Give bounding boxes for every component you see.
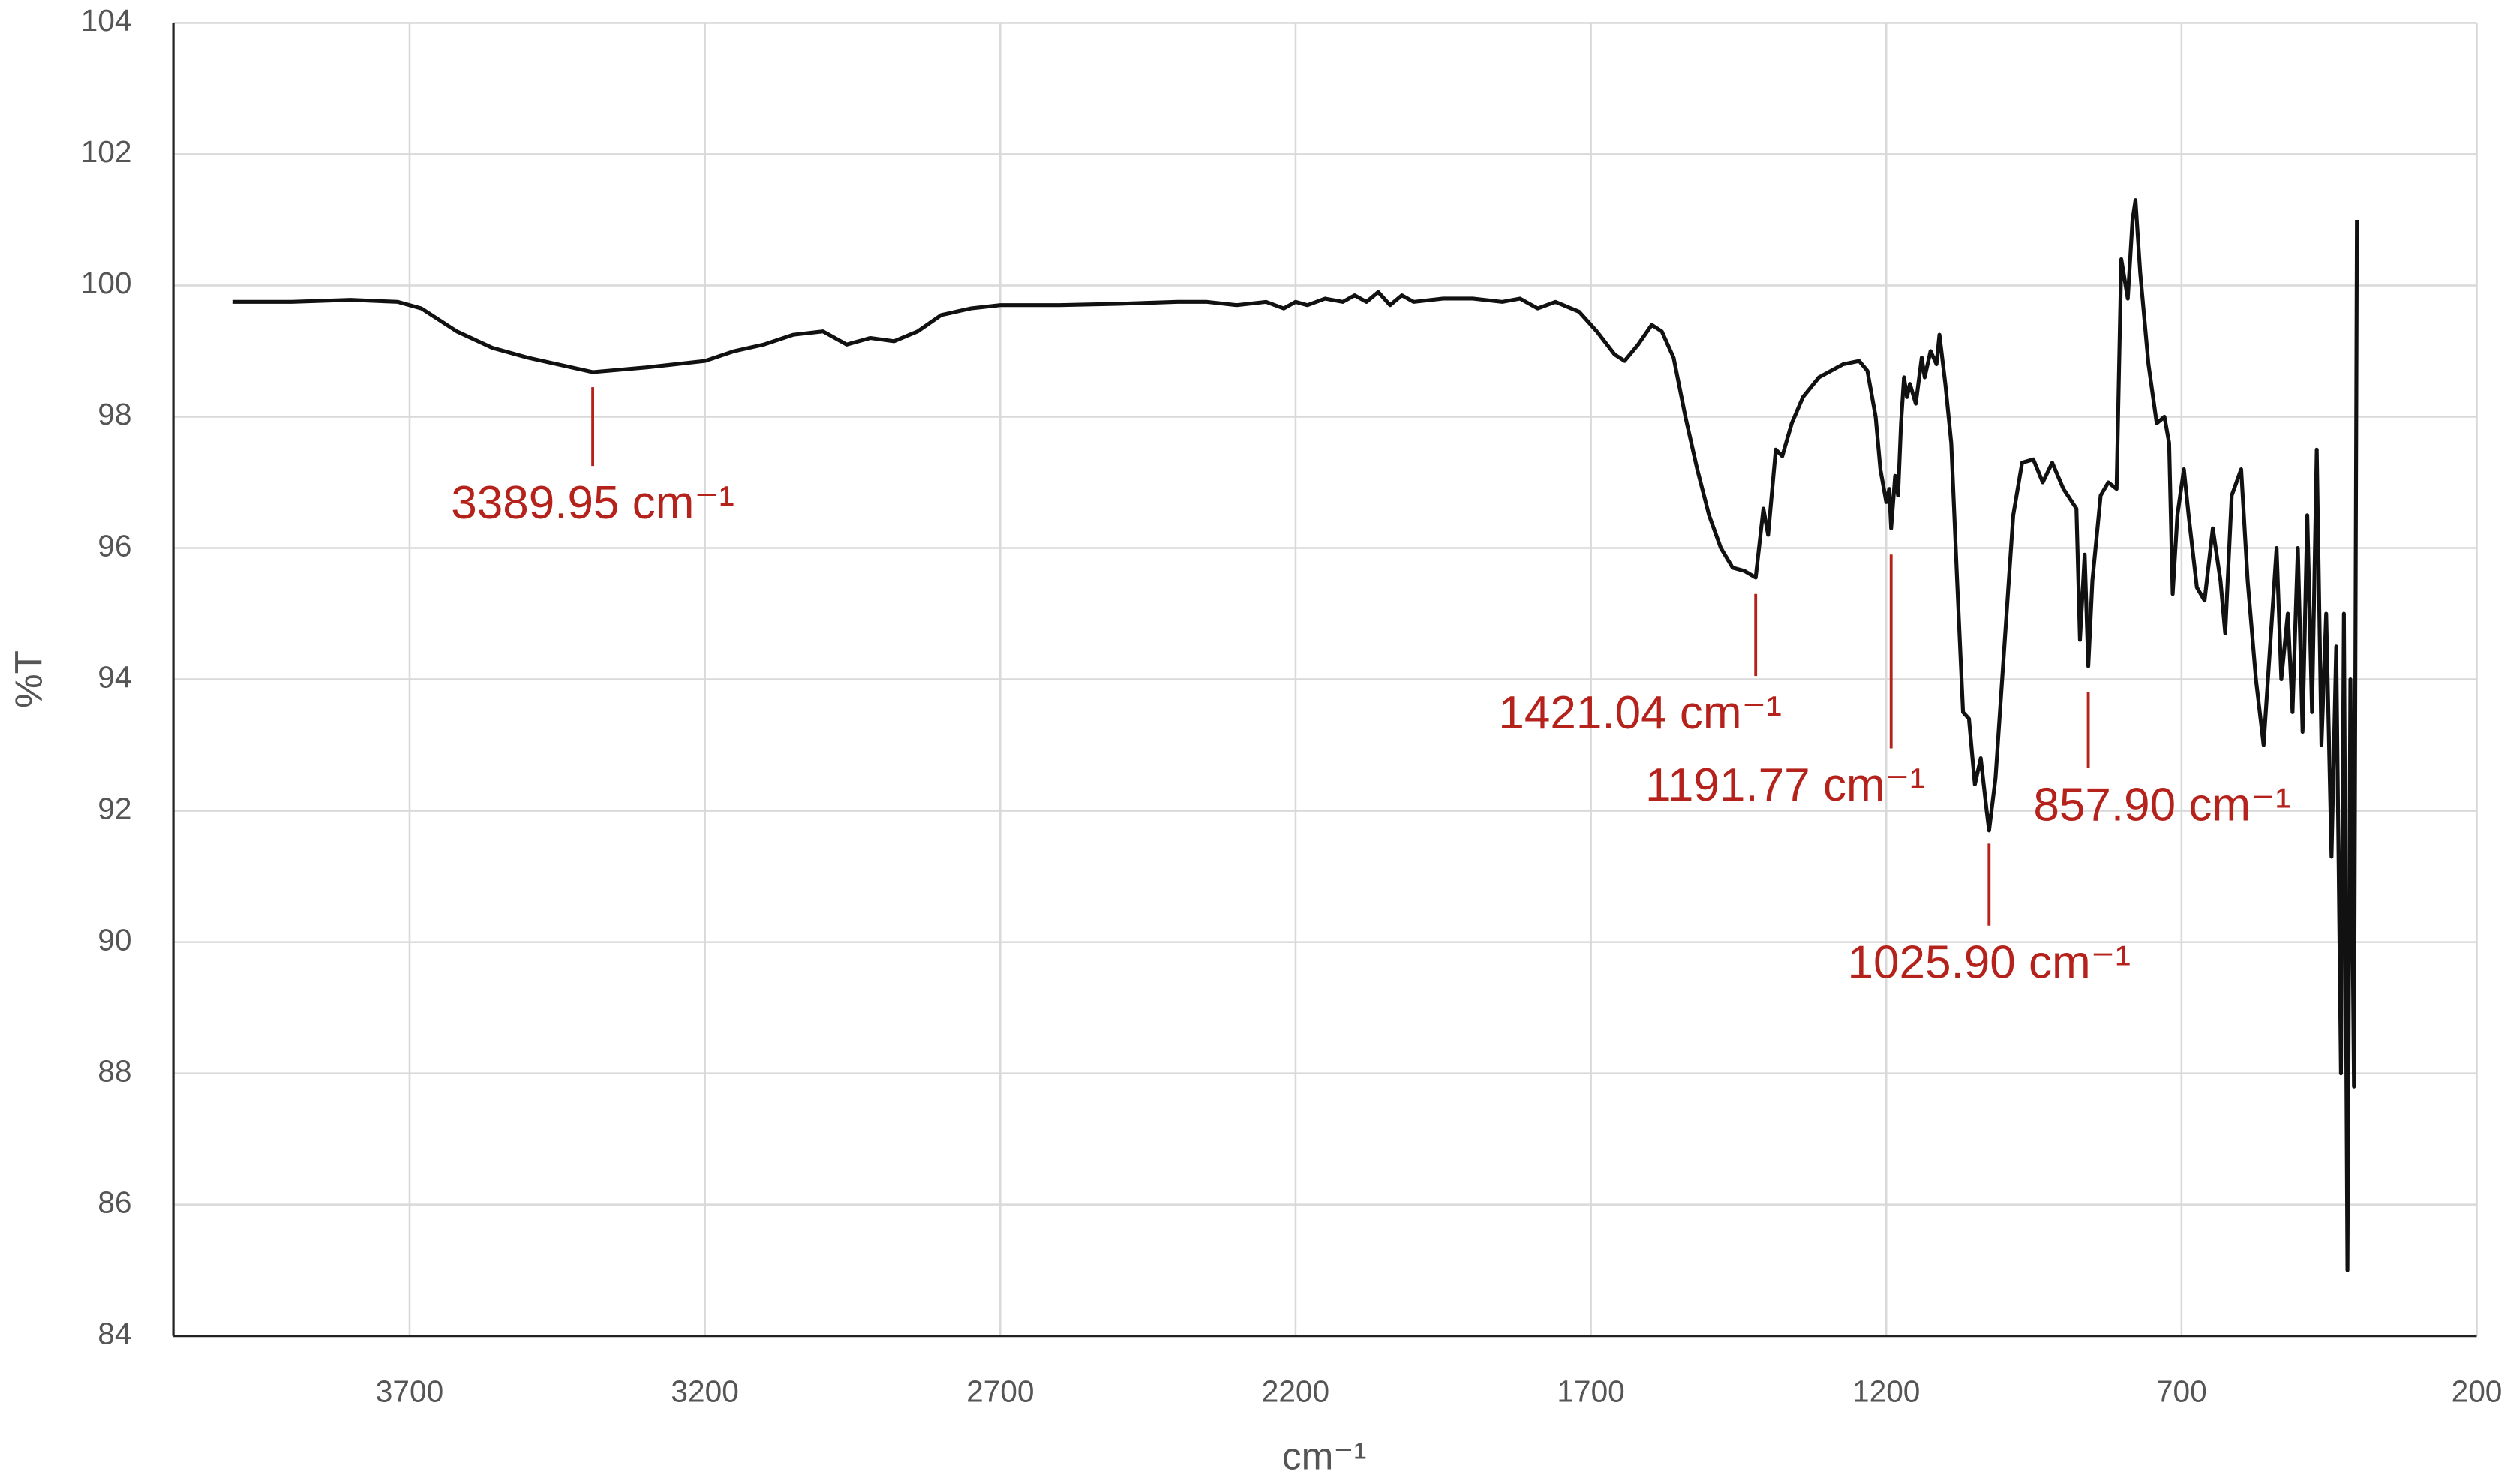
x-tick-label: 700	[2156, 1374, 2207, 1408]
x-tick-label: 2700	[966, 1374, 1034, 1408]
y-tick-label: 102	[81, 134, 132, 169]
annotation-label: 1025.90 cm⁻¹	[1847, 936, 2131, 988]
x-tick-label: 1200	[1852, 1374, 1920, 1408]
x-axis-title: cm⁻¹	[1282, 1434, 1367, 1477]
y-tick-label: 96	[98, 528, 131, 563]
x-tick-label: 3700	[376, 1374, 443, 1408]
y-tick-label: 100	[81, 266, 132, 300]
y-axis-title: %T	[8, 650, 50, 708]
y-tick-label: 88	[98, 1053, 131, 1088]
x-tick-label: 2200	[1262, 1374, 1329, 1408]
annotation-label: 1191.77 cm⁻¹	[1645, 759, 1925, 811]
annotation-label: 1421.04 cm⁻¹	[1498, 687, 1782, 739]
y-tick-label: 104	[81, 3, 132, 38]
y-tick-label: 98	[98, 397, 131, 431]
annotation-label: 857.90 cm⁻¹	[2033, 779, 2290, 831]
spectrum-line	[232, 198, 2359, 1272]
y-tick-label: 92	[98, 791, 131, 825]
annotation-label: 3389.95 cm⁻¹	[451, 477, 734, 529]
y-tick-label: 94	[98, 659, 131, 694]
x-tick-label: 200	[2452, 1374, 2503, 1408]
y-tick-label: 84	[98, 1316, 131, 1350]
x-tick-label: 3200	[671, 1374, 738, 1408]
y-tick-label: 86	[98, 1185, 131, 1219]
x-tick-label: 1700	[1557, 1374, 1624, 1408]
y-tick-label: 90	[98, 922, 131, 957]
